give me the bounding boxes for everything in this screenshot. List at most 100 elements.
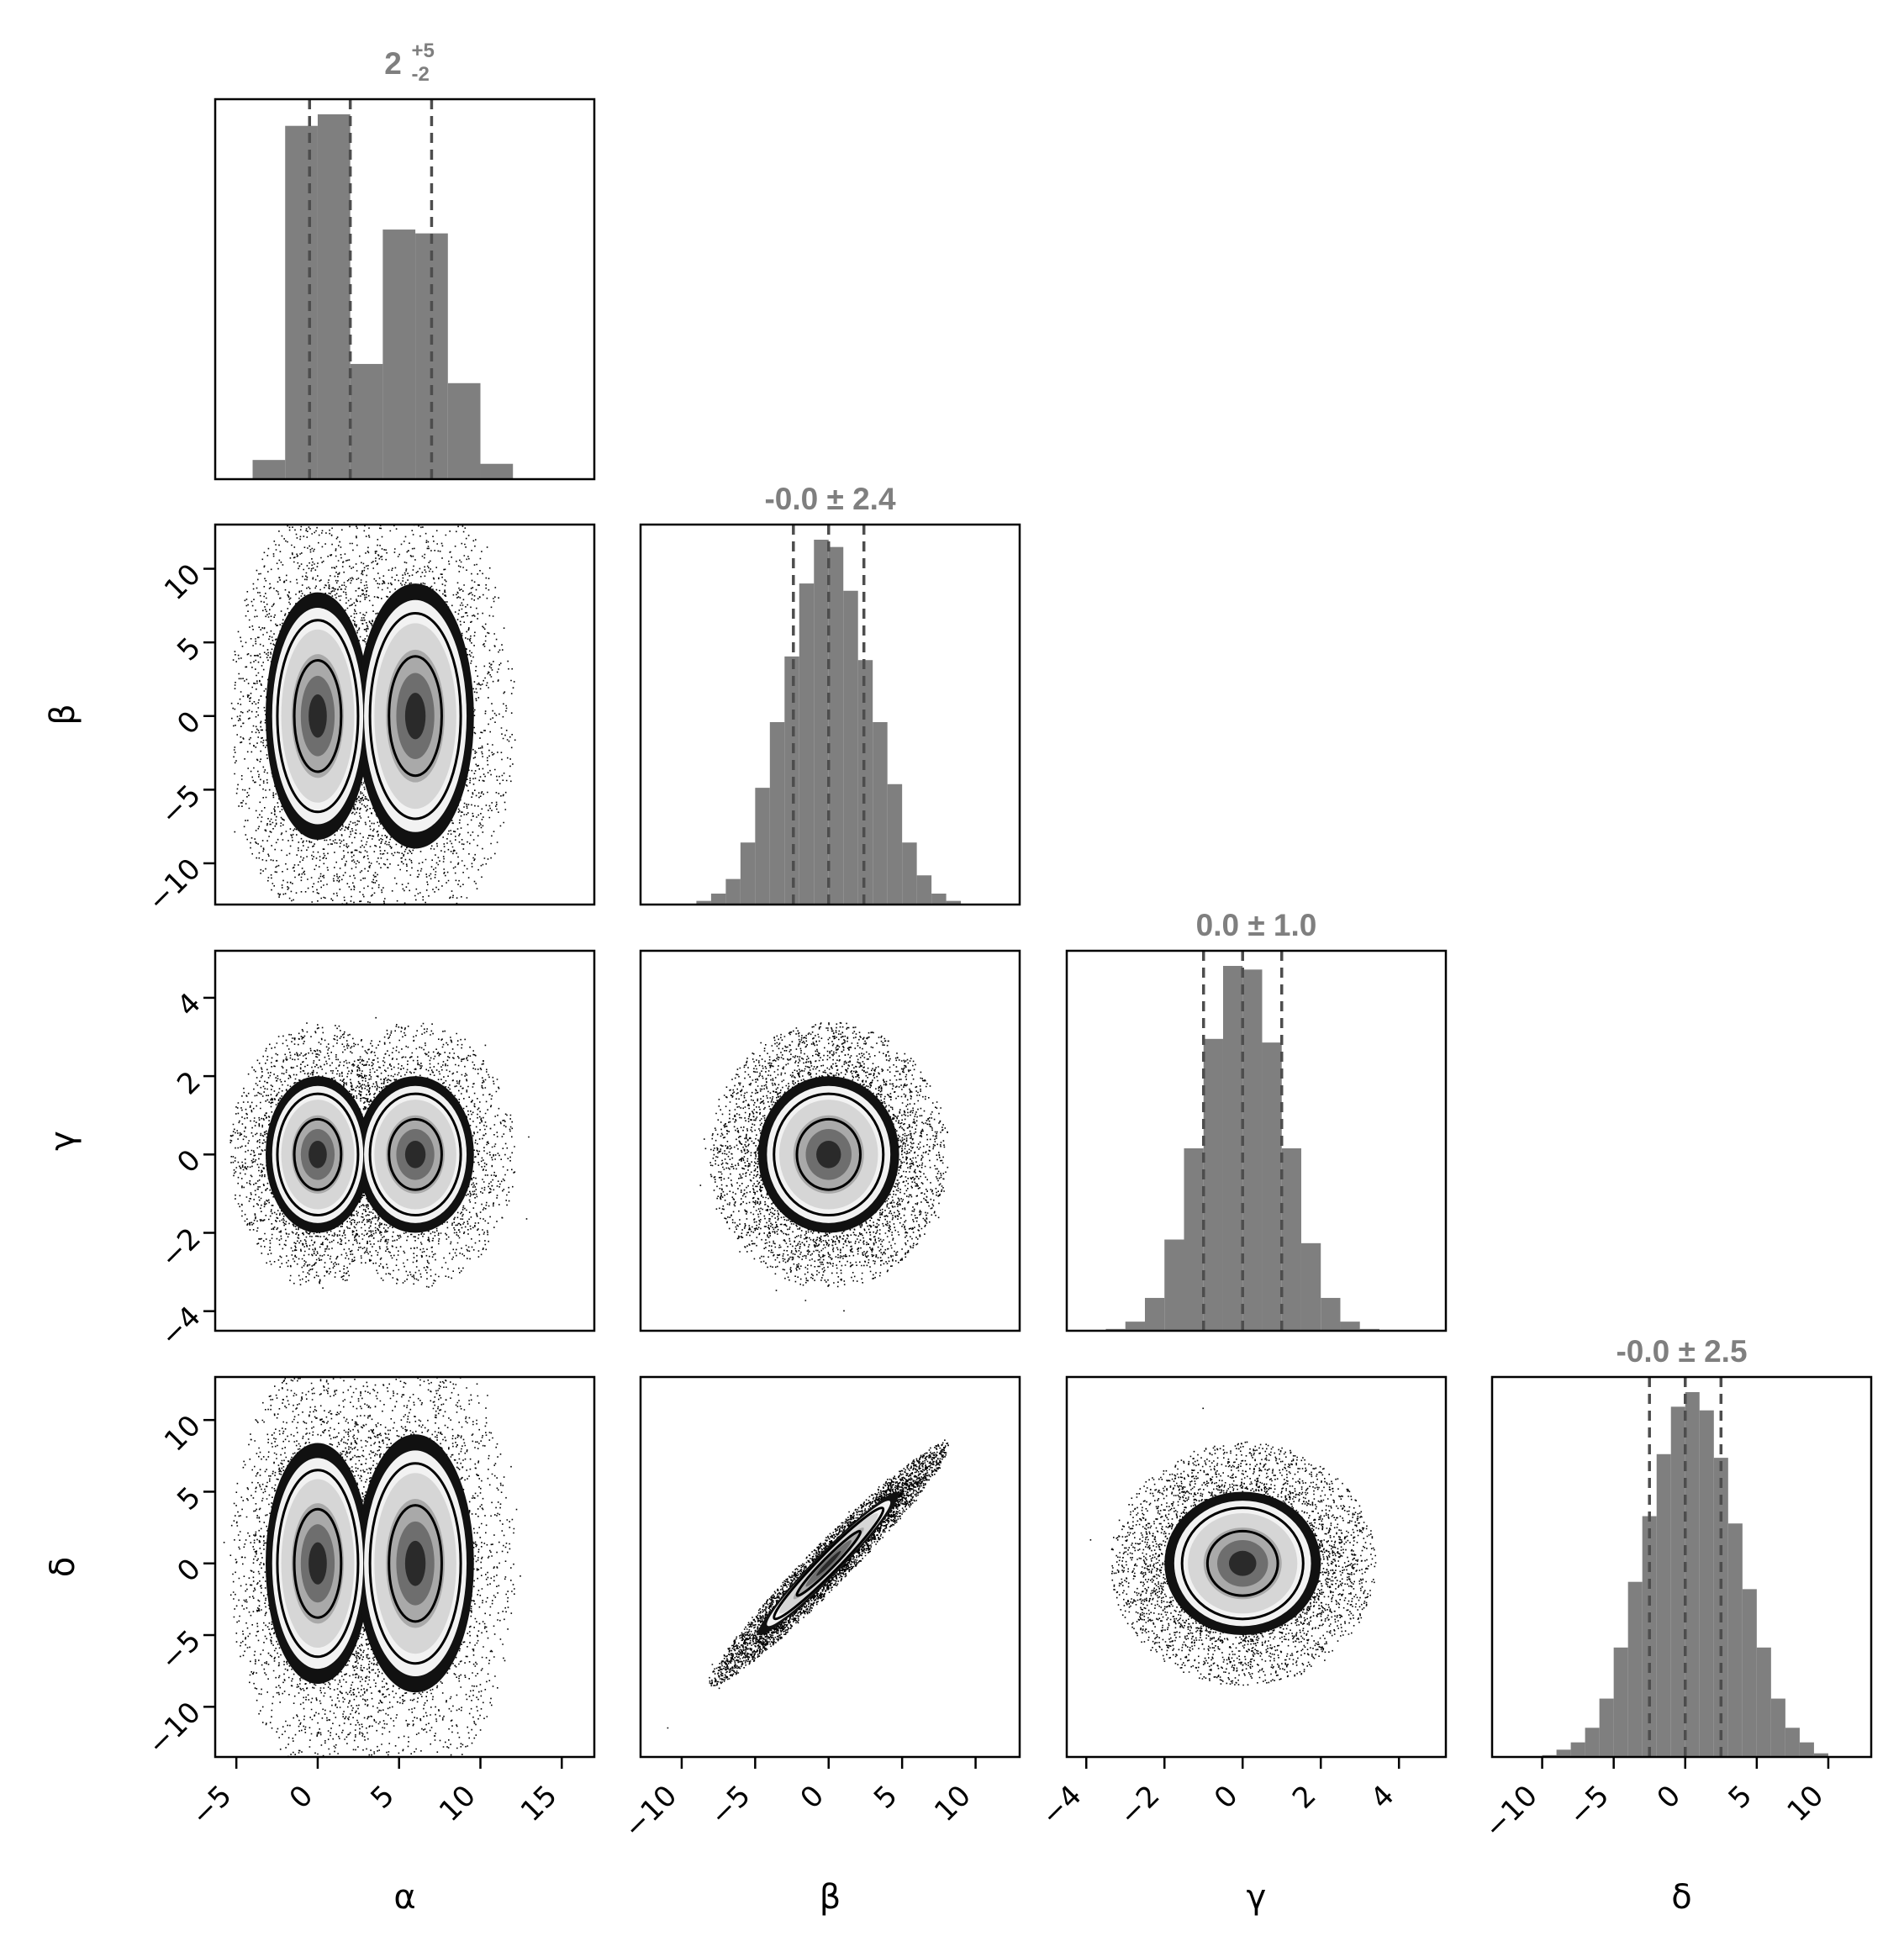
- hist-bar: [1556, 1749, 1571, 1757]
- panel-frame: [639, 1375, 1021, 1759]
- contour-line: [388, 655, 443, 778]
- panel-frame: [1490, 1375, 1873, 1759]
- hist-bar: [480, 463, 514, 479]
- hist-bar: [1613, 1647, 1628, 1757]
- contour-line: [368, 612, 462, 820]
- hist-bar: [1340, 1322, 1360, 1331]
- hist-bar: [1813, 1753, 1828, 1757]
- y-axis-label: γ: [44, 1131, 82, 1151]
- y-tick-label: −10: [141, 852, 208, 919]
- hist-bar: [350, 363, 383, 479]
- hist-bar: [1144, 1297, 1165, 1331]
- x-tick-label: 5: [365, 1779, 402, 1816]
- marginal-panel-gamma: 0.0 ± 1.0: [1065, 908, 1448, 1332]
- hist-bar: [317, 114, 351, 479]
- y-tick-label: −5: [154, 1624, 208, 1678]
- x-tick-label: −5: [185, 1779, 239, 1833]
- hist-bar: [1184, 1148, 1204, 1331]
- x-tick-label: −5: [1562, 1779, 1616, 1833]
- contour-line: [773, 1092, 885, 1217]
- marginal-title: 2: [384, 46, 402, 81]
- density-level: [816, 1141, 841, 1169]
- panel-frame: [1065, 949, 1448, 1332]
- hist-bar: [1242, 969, 1263, 1331]
- marginal-title: 0.0 ± 1.0: [1196, 908, 1317, 942]
- hist-bar: [1742, 1589, 1757, 1757]
- marginal-panel-alpha: 2 +5-2: [214, 40, 596, 481]
- hist-bar: [931, 893, 947, 905]
- hist-bar: [873, 722, 888, 905]
- hist-bar: [285, 125, 318, 479]
- contour-line: [388, 1117, 443, 1191]
- x-axis-label: δ: [1671, 1878, 1691, 1917]
- hist-bar: [1599, 1698, 1614, 1757]
- hist-bar: [710, 893, 726, 905]
- panel-frame: [214, 1375, 596, 1759]
- scatter-points: [230, 525, 516, 905]
- x-axis-gamma: −4 −2 0 2 4 γ: [1035, 1757, 1401, 1917]
- density-level: [404, 1141, 426, 1169]
- marginal-title: -0.0 ± 2.4: [764, 482, 895, 516]
- hist-bar: [1627, 1581, 1643, 1757]
- contour-line: [293, 659, 343, 773]
- y-tick-label: −5: [154, 778, 208, 832]
- x-tick-label: 10: [1780, 1779, 1830, 1828]
- density-level: [309, 1141, 327, 1169]
- hist-bar: [1281, 1148, 1301, 1331]
- contour-line: [388, 1504, 443, 1623]
- hist-bar: [916, 875, 932, 905]
- y-tick-label: −2: [154, 1221, 208, 1275]
- y-axis-label: δ: [44, 1557, 82, 1577]
- panel-frame: [639, 523, 1021, 906]
- joint-panel-alpha-gamma: [214, 949, 596, 1332]
- x-tick-label: 0: [1651, 1779, 1688, 1816]
- hist-bar: [1164, 1239, 1184, 1331]
- x-tick-label: 0: [1208, 1779, 1245, 1816]
- density-level: [309, 694, 327, 738]
- y-axis-gamma: −4 −2 0 2 4 γ: [44, 986, 215, 1353]
- contour-line: [276, 619, 360, 814]
- contour-line: [293, 1117, 343, 1191]
- scatter-points: [667, 1439, 949, 1729]
- x-tick-label: 5: [868, 1779, 905, 1816]
- scatter-points: [223, 1377, 521, 1757]
- hist-bar: [1125, 1322, 1145, 1331]
- panel-frame: [214, 98, 596, 481]
- panel-frame: [214, 949, 596, 1332]
- hist-bar: [946, 900, 962, 905]
- joint-panel-alpha-delta: [214, 1375, 596, 1759]
- hist-bar: [740, 842, 756, 905]
- hist-bar: [1785, 1728, 1800, 1757]
- hist-bar: [1799, 1742, 1814, 1757]
- contour-line: [368, 1462, 462, 1665]
- x-tick-label: 10: [433, 1779, 483, 1828]
- hist-bar: [1656, 1453, 1671, 1757]
- hist-bar: [382, 229, 416, 479]
- y-tick-label: 0: [171, 1552, 208, 1589]
- joint-panel-beta-gamma: [639, 949, 1021, 1332]
- hist-bar: [696, 900, 711, 905]
- x-tick-label: 2: [1286, 1779, 1323, 1816]
- marginal-title-lower: -2: [412, 63, 430, 86]
- scatter-points: [699, 1021, 949, 1312]
- contour-line: [368, 1092, 462, 1217]
- x-axis-delta: −10 −5 0 5 10 δ: [1478, 1757, 1830, 1917]
- x-tick-label: 0: [794, 1779, 831, 1816]
- x-tick-label: −10: [617, 1779, 683, 1845]
- hist-bar: [814, 540, 829, 905]
- hist-bar: [725, 878, 741, 905]
- contour-line: [773, 1506, 885, 1621]
- x-tick-label: 4: [1364, 1779, 1401, 1816]
- panel-frame: [1065, 1375, 1448, 1759]
- hist-bar: [902, 842, 917, 905]
- hist-bar: [843, 590, 858, 905]
- joint-panel-beta-delta: [639, 1375, 1021, 1759]
- panel-frame: [214, 523, 596, 906]
- contour-line: [1205, 1529, 1279, 1597]
- joint-panel-alpha-beta: [214, 523, 596, 906]
- x-tick-label: 5: [1722, 1779, 1759, 1816]
- hist-bar: [1570, 1742, 1585, 1757]
- hist-bar: [799, 583, 815, 905]
- marginal-panel-delta: -0.0 ± 2.5: [1490, 1334, 1873, 1759]
